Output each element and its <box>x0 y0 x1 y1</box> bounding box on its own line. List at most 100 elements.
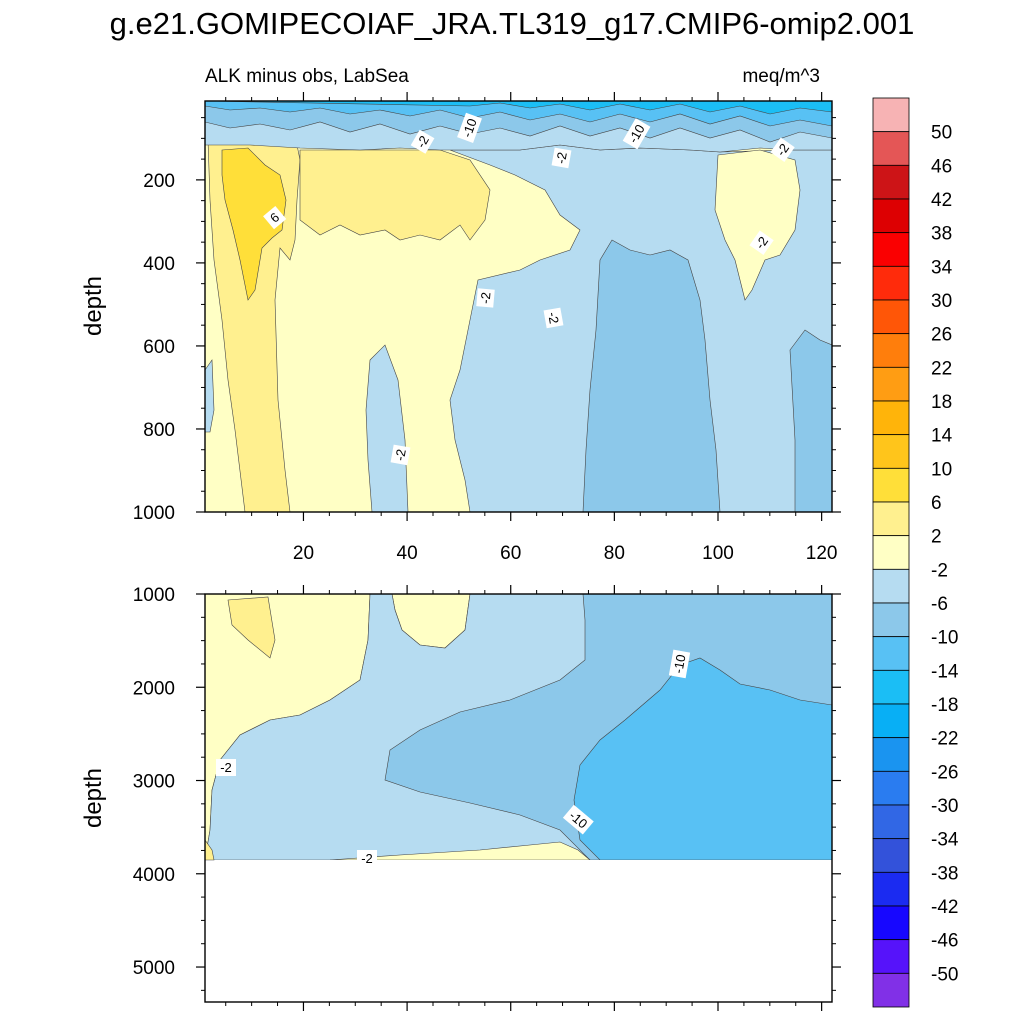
upper-panel-fill <box>205 101 832 512</box>
lower-pocket-lower-left <box>227 596 276 659</box>
subtitle-left: ALK minus obs, LabSea <box>205 66 409 87</box>
y-tick-label: 4000 <box>133 865 175 886</box>
colorbar-swatch <box>872 535 910 570</box>
colorbar-swatch <box>872 434 910 469</box>
colorbar-swatch <box>872 838 910 873</box>
colorbar-swatch <box>872 164 910 200</box>
lower-blank-region <box>205 860 832 1002</box>
colorbar-swatch <box>872 602 910 638</box>
upper-cool-strip-west <box>205 359 215 433</box>
upper-cool-pocket-1 <box>365 344 409 512</box>
colorbar-label: 6 <box>931 493 942 514</box>
upper-cool-column-6-10 <box>582 239 721 512</box>
upper-surface-band-3 <box>205 101 832 127</box>
contour-label: -2 <box>553 151 570 165</box>
colorbar-swatch <box>872 636 910 671</box>
colorbar-swatch <box>872 939 910 974</box>
subtitle-units: meq/m^3 <box>742 66 820 87</box>
colorbar-swatch <box>872 804 910 840</box>
colorbar-label: -38 <box>931 863 958 884</box>
y-tick-label: 600 <box>143 337 175 358</box>
colorbar-label: 30 <box>931 291 952 312</box>
upper-core-6-10 <box>221 147 287 301</box>
y-tick-label: 1000 <box>133 503 175 524</box>
upper-ylabel: depth <box>80 276 107 336</box>
colorbar-label: -46 <box>931 931 958 952</box>
colorbar-label: 50 <box>931 123 952 144</box>
upper-axes: 20 40 60 80 100 120 200 400 600 800 1000 <box>133 92 841 564</box>
colorbar-swatch <box>872 131 910 166</box>
lower-axes: 1000 2000 3000 4000 5000 <box>133 585 841 1011</box>
colorbar-label: -2 <box>931 560 948 581</box>
colorbar-swatch <box>872 299 910 335</box>
upper-panel-frame <box>204 100 833 513</box>
colorbar-label: 46 <box>931 156 952 177</box>
upper-contour-labels: 6 -2 -10 -2 -10 -2 -2 -2 -2 -2 <box>263 112 795 466</box>
colorbar-label: 26 <box>931 325 952 346</box>
colorbar-swatch <box>872 905 910 941</box>
contour-label: -10 <box>459 116 480 139</box>
colorbar-label: -42 <box>931 897 958 918</box>
colorbar-swatch <box>872 333 910 368</box>
y-tick-label: 200 <box>143 171 175 192</box>
upper-cool-column-east <box>789 329 832 512</box>
colorbar-swatch <box>872 501 910 537</box>
colorbar-swatch <box>872 265 910 301</box>
x-tick-label: 20 <box>293 543 314 564</box>
upper-warm-patch-east <box>714 149 801 301</box>
colorbar-swatch <box>872 972 910 1008</box>
colorbar-swatch <box>872 467 910 503</box>
y-tick-label: 800 <box>143 420 175 441</box>
colorbar-label: 22 <box>931 358 952 379</box>
colorbar-label: 42 <box>931 190 952 211</box>
colorbar-swatch <box>872 366 910 402</box>
y-tick-label: 1000 <box>133 585 175 606</box>
contour-label: -2 <box>478 292 494 305</box>
colorbar-label: 2 <box>931 527 942 548</box>
contour-label: -2 <box>545 311 562 325</box>
colorbar-label: 18 <box>931 392 952 413</box>
colorbar-swatch <box>872 737 910 772</box>
colorbar-swatch <box>872 198 910 234</box>
colorbar-swatch <box>872 703 910 739</box>
colorbar-swatch <box>872 568 910 604</box>
colorbar-label: -18 <box>931 695 958 716</box>
colorbar-label: -34 <box>931 830 959 851</box>
colorbar-swatch <box>872 871 910 907</box>
x-tick-label: 120 <box>806 543 838 564</box>
lower-panel-frame <box>204 593 833 1003</box>
chart-title: g.e21.GOMIPECOIAF_JRA.TL319_g17.CMIP6-om… <box>110 6 915 41</box>
colorbar-label: 10 <box>931 459 952 480</box>
y-tick-label: 3000 <box>133 772 175 793</box>
x-tick-label: 80 <box>604 543 625 564</box>
colorbar-swatch <box>872 770 910 806</box>
colorbar-label: -22 <box>931 729 958 750</box>
colorbar: 50 46 42 38 34 30 26 22 18 14 10 6 2 -2 -6 -10 -14 -18 -22… <box>872 97 959 1008</box>
colorbar-swatch <box>872 669 910 705</box>
colorbar-label: -26 <box>931 762 958 783</box>
contour-label: -2 <box>392 448 409 462</box>
y-tick-label: 5000 <box>133 958 175 979</box>
colorbar-label: -10 <box>931 628 958 649</box>
colorbar-label: 38 <box>931 224 952 245</box>
colorbar-label: 14 <box>931 426 953 447</box>
contour-label: -2 <box>361 851 373 866</box>
x-tick-label: 60 <box>500 543 521 564</box>
colorbar-label: -30 <box>931 796 958 817</box>
lower-ylabel: depth <box>80 768 107 828</box>
lower-field-10-14 <box>573 657 832 861</box>
contour-label: -10 <box>670 653 688 674</box>
lower-edge-strip-left <box>205 839 215 861</box>
colorbar-label: -50 <box>931 964 958 985</box>
colorbar-swatch <box>872 97 910 133</box>
lower-contour-labels: -2 -10 -10 -2 <box>216 649 691 867</box>
y-tick-label: 400 <box>143 254 175 275</box>
lower-panel-fill <box>205 594 832 1002</box>
upper-surface-band-4 <box>205 101 832 115</box>
x-tick-label: 100 <box>702 543 734 564</box>
colorbar-swatch <box>872 232 910 267</box>
colorbar-label: -14 <box>931 661 959 682</box>
lower-near-bottom-band <box>329 841 591 861</box>
colorbar-label: -6 <box>931 594 948 615</box>
